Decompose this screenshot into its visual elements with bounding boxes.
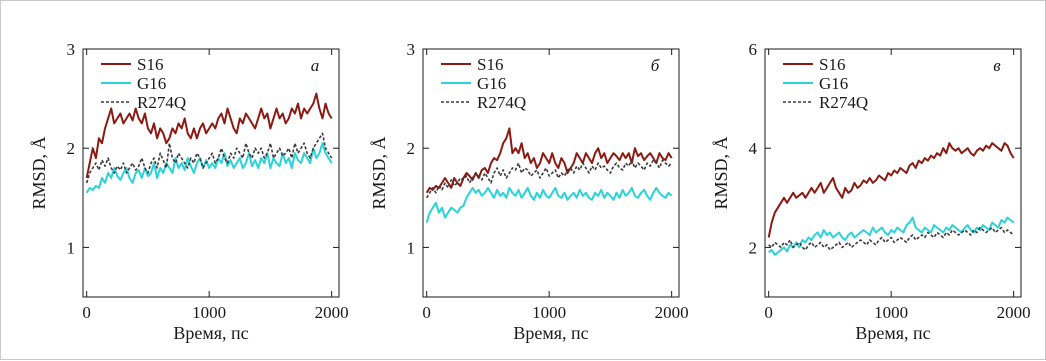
series-line-s16 [767, 142, 1015, 238]
y-tick-label: 3 [407, 40, 416, 59]
series-line-g16 [85, 142, 333, 194]
plot-frame [764, 48, 1022, 298]
x-axis-label: Время, пс [855, 323, 930, 343]
plot-frame [422, 48, 680, 298]
series-line-g16 [425, 186, 673, 223]
series-line-r274q [768, 226, 1015, 251]
x-tick-label: 2000 [655, 303, 689, 322]
series-line-g16 [768, 216, 1015, 256]
plot-frame [82, 48, 340, 298]
y-tick-label: 1 [67, 238, 76, 257]
panel-letter: а [311, 56, 320, 75]
x-axis-label: Время, пс [513, 323, 588, 343]
legend-label-s16: S16 [137, 55, 163, 74]
legend-label-g16: G16 [137, 74, 166, 93]
panel-letter: б [651, 56, 660, 75]
y-tick-label: 2 [67, 139, 76, 158]
panel-letter: в [993, 56, 1001, 75]
y-tick-label: 1 [407, 238, 416, 257]
x-tick-label: 1000 [532, 303, 566, 322]
legend-label-g16: G16 [819, 74, 848, 93]
legend-label-s16: S16 [819, 55, 845, 74]
series-line-r274q [426, 159, 673, 199]
x-tick-label: 0 [82, 303, 91, 322]
legend-label-r274q: R274Q [477, 93, 526, 112]
series-line-s16 [425, 127, 673, 194]
x-axis-label: Время, пс [173, 323, 248, 343]
x-tick-label: 0 [764, 303, 773, 322]
y-tick-label: 2 [407, 139, 416, 158]
y-tick-label: 2 [749, 238, 758, 257]
legend-label-r274q: R274Q [819, 93, 868, 112]
legend-label-s16: S16 [477, 55, 503, 74]
x-tick-label: 2000 [315, 303, 349, 322]
series-line-s16 [85, 92, 333, 179]
y-tick-label: 4 [749, 139, 758, 158]
y-axis-label: RMSD, Å [711, 136, 731, 209]
x-tick-label: 1000 [874, 303, 908, 322]
y-tick-label: 3 [67, 40, 76, 59]
x-tick-label: 1000 [192, 303, 226, 322]
x-tick-label: 2000 [997, 303, 1031, 322]
series-line-r274q [85, 132, 333, 184]
legend-label-r274q: R274Q [137, 93, 186, 112]
y-axis-label: RMSD, Å [369, 136, 389, 209]
legend-label-g16: G16 [477, 74, 506, 93]
y-axis-label: RMSD, Å [29, 136, 49, 209]
y-tick-label: 6 [749, 40, 758, 59]
x-tick-label: 0 [422, 303, 431, 322]
